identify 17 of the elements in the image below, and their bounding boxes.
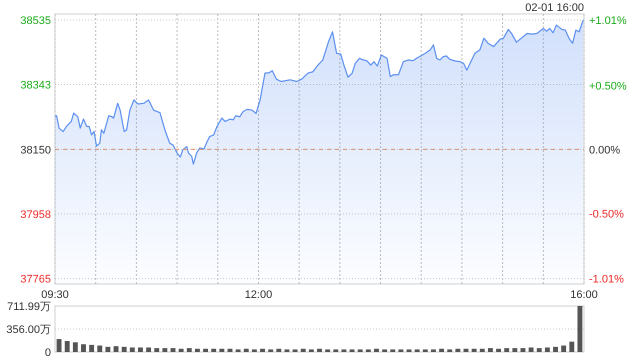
x-tick-label: 12:00 [244,289,272,301]
y2-tick-label: 0.00% [589,144,620,156]
y-tick-label: 356.00万 [6,324,51,336]
y-tick-label: 711.99万 [7,301,51,313]
y-tick-label: 38535 [20,15,51,28]
y2-tick-label: -1.01% [589,274,624,286]
y-tick-label: 0 [44,347,51,359]
y-tick-label: 37765 [20,274,51,286]
y2-tick-label: -0.50% [589,208,624,220]
y-tick-label: 38150 [20,144,51,156]
y2-tick-label: +1.01% [589,15,627,28]
y-tick-label: 37958 [20,208,51,221]
y-tick-label: 38343 [20,80,51,92]
annotation: 02-01 16:00 [525,2,584,14]
y2-tick-label: +0.50% [589,80,627,92]
x-tick-label: 09:30 [41,289,69,301]
x-tick-label: 16:00 [570,289,598,301]
